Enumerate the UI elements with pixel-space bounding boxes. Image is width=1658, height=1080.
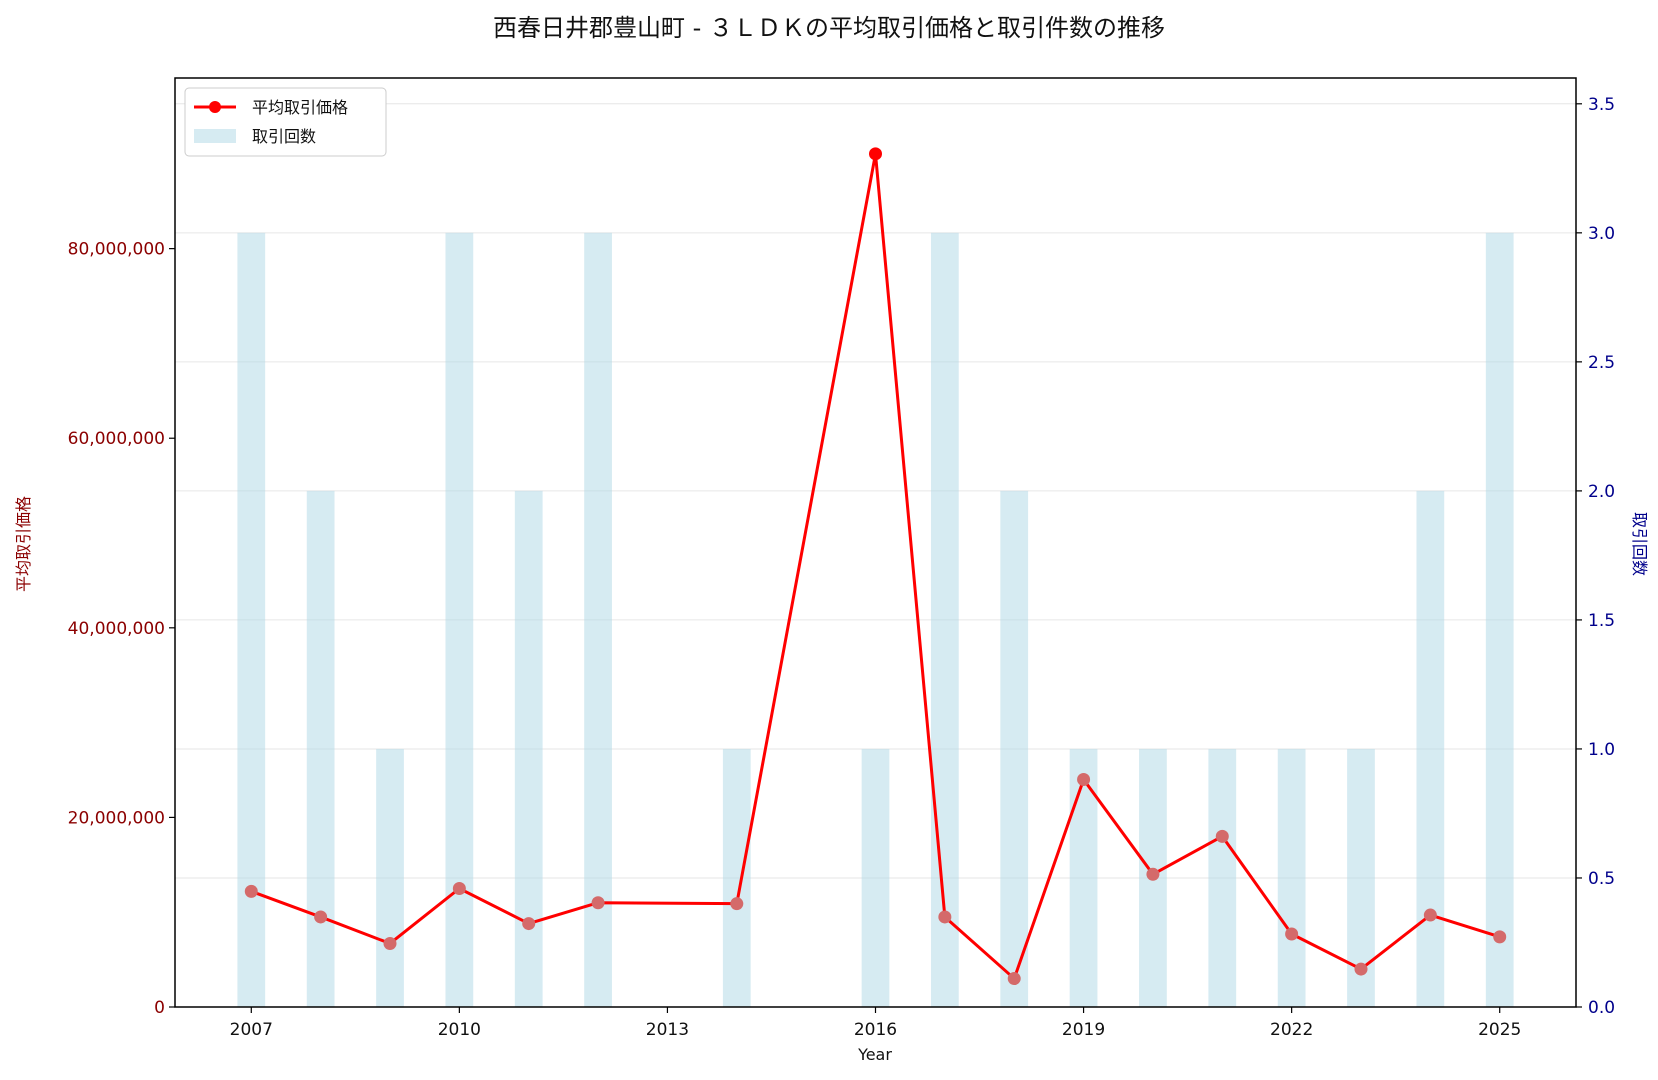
price-point bbox=[314, 910, 328, 924]
grid-layer bbox=[175, 103, 1576, 879]
bar-mark bbox=[1000, 490, 1029, 1007]
x-tick-label: 2007 bbox=[230, 1020, 273, 1040]
y-axis-left-label: 平均取引価格 bbox=[14, 496, 33, 592]
y-axis-right-label: 取引回数 bbox=[1630, 512, 1649, 576]
price-point bbox=[383, 936, 397, 950]
y-right-tick-label: 0.5 bbox=[1588, 869, 1615, 889]
bar-mark bbox=[376, 748, 404, 1007]
legend-label-count: 取引回数 bbox=[252, 127, 316, 146]
price-point bbox=[452, 882, 466, 896]
y-left-tick-label: 0 bbox=[154, 998, 165, 1018]
price-point bbox=[1285, 927, 1299, 941]
legend-line-marker bbox=[209, 101, 221, 113]
y-right-tick-label: 0.0 bbox=[1588, 998, 1615, 1018]
bar-mark bbox=[930, 232, 959, 1008]
bar-mark bbox=[1416, 490, 1445, 1007]
price-point bbox=[1493, 930, 1507, 944]
bar-mark bbox=[722, 748, 751, 1007]
price-point bbox=[522, 917, 536, 931]
price-point bbox=[730, 897, 744, 911]
x-axis-label: Year bbox=[857, 1045, 892, 1064]
y-left-tick-label: 20,000,000 bbox=[68, 808, 165, 828]
chart-title: 西春日井郡豊山町 - ３ＬＤＫの平均取引価格と取引件数の推移 bbox=[493, 14, 1165, 42]
axes-layer: 2007 2010 2013 2016 2019 2022 2025 0 20,000,000 4… bbox=[68, 77, 1615, 1040]
bar-mark bbox=[237, 232, 266, 1008]
bar-mark bbox=[306, 490, 335, 1007]
x-tick-label: 2010 bbox=[438, 1020, 481, 1040]
y-right-tick-label: 1.5 bbox=[1588, 611, 1615, 631]
y-right-tick-label: 2.5 bbox=[1588, 353, 1615, 373]
price-point bbox=[1007, 972, 1021, 986]
bar-mark bbox=[861, 748, 890, 1007]
bar-mark bbox=[1485, 232, 1514, 1008]
x-tick-label: 2019 bbox=[1062, 1020, 1105, 1040]
price-point bbox=[938, 910, 952, 924]
legend: 平均取引価格 取引回数 bbox=[184, 87, 387, 157]
price-point bbox=[1077, 772, 1091, 786]
y-left-tick-label: 80,000,000 bbox=[68, 240, 165, 260]
x-tick-label: 2013 bbox=[646, 1020, 689, 1040]
price-point bbox=[1146, 867, 1160, 881]
price-point bbox=[1215, 829, 1229, 843]
y-right-tick-label: 3.0 bbox=[1588, 224, 1615, 244]
y-left-tick-label: 60,000,000 bbox=[68, 429, 165, 449]
bar-mark bbox=[445, 232, 474, 1008]
line-layer bbox=[244, 147, 1507, 986]
price-point bbox=[1423, 908, 1437, 922]
y-right-tick-label: 3.5 bbox=[1588, 95, 1615, 115]
x-tick-label: 2025 bbox=[1478, 1020, 1521, 1040]
y-left-tick-label: 40,000,000 bbox=[68, 619, 165, 639]
bar-mark bbox=[1069, 748, 1098, 1007]
bar-mark bbox=[1208, 748, 1237, 1007]
y-right-tick-label: 1.0 bbox=[1588, 740, 1615, 760]
y-right-tick-label: 2.0 bbox=[1588, 482, 1615, 502]
bar-mark bbox=[584, 232, 612, 1008]
legend-label-price: 平均取引価格 bbox=[252, 98, 348, 117]
bar-mark bbox=[1277, 748, 1306, 1007]
price-point bbox=[244, 884, 258, 898]
price-point bbox=[869, 147, 882, 161]
legend-bar-swatch bbox=[194, 129, 236, 143]
bar-layer bbox=[237, 232, 1514, 1008]
price-point bbox=[1354, 962, 1368, 976]
x-tick-label: 2016 bbox=[854, 1020, 897, 1040]
price-point bbox=[591, 896, 605, 910]
x-tick-label: 2022 bbox=[1270, 1020, 1313, 1040]
